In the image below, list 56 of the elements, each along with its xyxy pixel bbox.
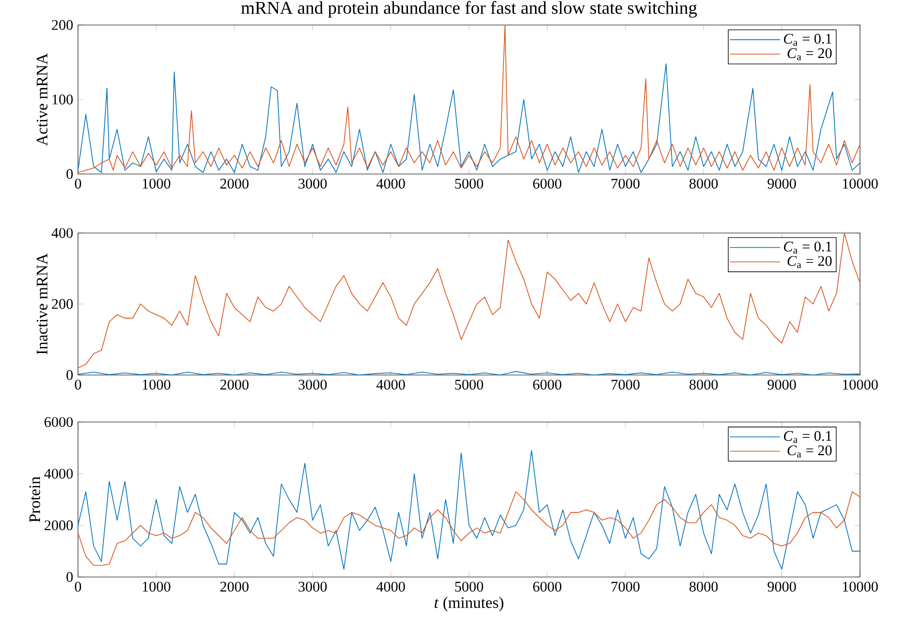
x-tick-label: 7000 [612,178,640,189]
x-tick-label: 5000 [455,582,484,592]
y-axis-title: Active mRNA [36,53,48,146]
x-tick-label: 4000 [376,178,405,189]
x-tick-label: 8000 [690,380,718,390]
x-tick-label: 1000 [142,178,170,189]
y-tick-label: 0 [66,370,73,380]
x-tick-label: 4000 [376,380,405,390]
legend-label: C$_{a}$ = 0.1 [784,34,832,46]
x-tick-label: 3000 [298,178,327,189]
x-tick-label: 1000 [142,582,170,592]
x-tick-label: 2000 [220,178,249,189]
legend-label: C$_{a}$ = 0.1 [784,242,832,254]
y-tick-label: 4000 [44,468,73,479]
legend-label: C$_{a}$ = 20 [788,256,832,268]
x-tick-label: 0 [74,582,82,592]
line-series [78,63,860,173]
x-tick-label: 6000 [533,178,562,189]
line-series [78,24,860,173]
y-tick-label: 6000 [44,417,73,427]
x-tick-label: 10000 [842,380,878,390]
x-tick-label: 1000 [142,380,170,390]
x-tick-label: 5000 [455,380,484,390]
y-axis-title: Inactive mRNA [36,253,48,354]
x-tick-label: 0 [74,178,82,189]
y-axis-title: Protein [29,476,40,522]
x-tick-label: 8000 [690,178,718,189]
x-tick-label: 9000 [768,178,796,189]
x-tick-label: 6000 [533,582,562,592]
x-tick-label: 3000 [298,380,327,390]
x-tick-label: 5000 [455,178,484,189]
x-tick-label: 6000 [533,380,562,390]
legend-label: C$_{a}$ = 20 [788,445,832,458]
y-tick-label: 0 [66,572,73,582]
y-tick-label: 0 [66,169,73,179]
y-tick-label: 2000 [44,520,73,530]
x-tick-label: 2000 [220,380,249,390]
y-tick-label: 100 [52,94,73,104]
legend-label: C$_{a}$ = 20 [788,48,832,60]
x-tick-label: 0 [74,380,82,390]
x-tick-label: 9000 [768,582,796,592]
y-tick-label: 400 [52,228,73,238]
x-tick-label: 10000 [842,178,878,189]
x-tick-label: 8000 [690,582,718,592]
x-tick-label: 2000 [220,582,249,592]
x-tick-label: 7000 [612,582,640,592]
x-tick-label: 3000 [298,582,327,592]
x-tick-label: 7000 [612,380,640,390]
x-tick-label: 9000 [768,380,796,390]
chart-title: mRNA and protein abundance for fast and slow state switching [241,1,697,18]
x-tick-label: 10000 [842,582,878,592]
legend-label: C$_{a}$ = 0.1 [784,431,832,444]
y-tick-label: 200 [52,299,73,309]
x-tick-label: 4000 [376,582,405,592]
x-axis-title: t (minutes) [434,596,504,612]
y-tick-label: 200 [52,20,73,30]
